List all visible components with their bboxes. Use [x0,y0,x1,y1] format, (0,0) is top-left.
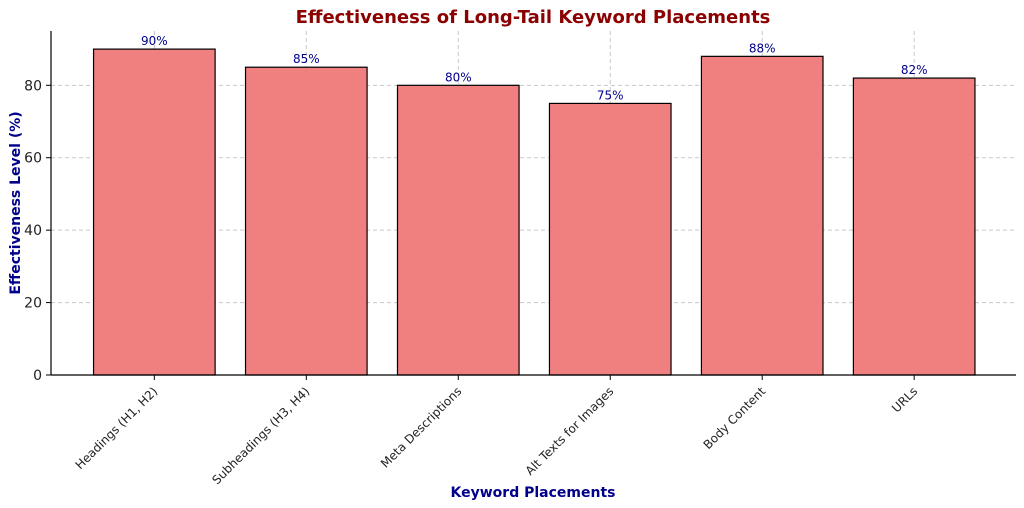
bar [244,66,368,376]
y-tick-label: 80 [24,78,42,94]
y-tick-label: 0 [33,368,42,384]
x-axis-label: Keyword Placements [451,485,616,501]
chart-title: Effectiveness of Long-Tail Keyword Place… [296,7,771,28]
x-tick-label: Body Content [701,384,769,452]
data-labels: 90% 85% 80% 75% 88% 82% [141,34,928,102]
y-tick-label: 40 [24,223,42,239]
x-tick-label: URLs [889,384,920,415]
data-label: 80% [445,70,472,84]
data-label: 90% [141,34,168,48]
x-tick-label: Alt Texts for Images [523,384,617,478]
bar [92,48,216,376]
bar [852,77,976,376]
y-ticks: 0 20 40 60 80 [24,78,51,384]
y-tick-label: 20 [24,296,42,312]
bars [92,48,976,376]
x-tick-label: Headings (H1, H2) [73,384,161,472]
y-axis-label: Effectiveness Level (%) [8,111,24,294]
data-label: 82% [901,63,928,77]
y-tick-label: 60 [24,151,42,167]
x-tick-label: Subheadings (H3, H4) [209,384,312,487]
axes [50,31,1016,376]
bar [700,55,824,376]
data-label: 85% [293,52,320,66]
bar [396,84,520,376]
data-label: 88% [749,41,776,55]
x-tick-label: Meta Descriptions [378,384,464,470]
x-ticks: Headings (H1, H2) Subheadings (H3, H4) Met… [73,375,920,487]
bar [548,102,672,376]
data-label: 75% [597,88,624,102]
